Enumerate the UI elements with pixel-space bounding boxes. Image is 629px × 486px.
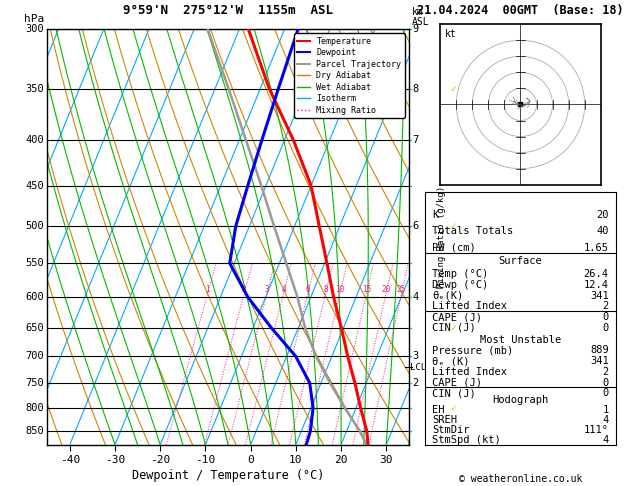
- Text: 21.04.2024  00GMT  (Base: 18): 21.04.2024 00GMT (Base: 18): [417, 4, 624, 17]
- Text: 9: 9: [412, 24, 418, 34]
- Text: Most Unstable: Most Unstable: [480, 335, 561, 345]
- Text: K: K: [432, 210, 438, 220]
- Text: ✓: ✓: [450, 84, 456, 94]
- Text: 700: 700: [25, 351, 44, 361]
- Text: EH: EH: [432, 405, 445, 415]
- Text: km
ASL: km ASL: [412, 7, 430, 27]
- Text: 20: 20: [596, 210, 609, 220]
- Text: 2: 2: [603, 301, 609, 311]
- Text: Lifted Index: Lifted Index: [432, 367, 507, 377]
- Text: 12.4: 12.4: [584, 280, 609, 290]
- Text: 341: 341: [590, 356, 609, 366]
- Text: Hodograph: Hodograph: [493, 395, 548, 405]
- Text: 4: 4: [603, 415, 609, 425]
- Text: Totals Totals: Totals Totals: [432, 226, 513, 236]
- Text: ✓: ✓: [450, 222, 456, 231]
- Text: PW (cm): PW (cm): [432, 243, 476, 253]
- Text: Surface: Surface: [499, 257, 542, 266]
- Legend: Temperature, Dewpoint, Parcel Trajectory, Dry Adiabat, Wet Adiabat, Isotherm, Mi: Temperature, Dewpoint, Parcel Trajectory…: [294, 34, 404, 118]
- Text: 450: 450: [25, 181, 44, 191]
- Text: 111°: 111°: [584, 425, 609, 435]
- Text: Dewp (°C): Dewp (°C): [432, 280, 489, 290]
- Text: ✓: ✓: [450, 323, 456, 333]
- Text: 4: 4: [603, 435, 609, 445]
- Text: 6: 6: [412, 222, 418, 231]
- Text: 4: 4: [412, 292, 418, 302]
- Text: 0: 0: [603, 378, 609, 388]
- Text: 3: 3: [412, 351, 418, 361]
- Text: 2: 2: [603, 367, 609, 377]
- Text: 889: 889: [590, 346, 609, 355]
- Text: 350: 350: [25, 84, 44, 94]
- Text: 400: 400: [25, 135, 44, 145]
- Text: θₑ (K): θₑ (K): [432, 356, 470, 366]
- Text: ✓: ✓: [450, 403, 456, 413]
- Text: CAPE (J): CAPE (J): [432, 312, 482, 322]
- Text: 500: 500: [25, 222, 44, 231]
- Text: 0: 0: [603, 388, 609, 399]
- Text: LCL: LCL: [410, 363, 426, 372]
- Text: 26.4: 26.4: [584, 269, 609, 279]
- Text: 2: 2: [242, 285, 247, 294]
- Text: 300: 300: [25, 24, 44, 34]
- Text: CAPE (J): CAPE (J): [432, 378, 482, 388]
- Text: 40: 40: [596, 226, 609, 236]
- Text: 0: 0: [603, 312, 609, 322]
- Text: 3: 3: [265, 285, 269, 294]
- Text: 341: 341: [590, 291, 609, 300]
- Text: CIN (J): CIN (J): [432, 388, 476, 399]
- Text: 1: 1: [205, 285, 210, 294]
- Text: Pressure (mb): Pressure (mb): [432, 346, 513, 355]
- Text: 0: 0: [603, 323, 609, 333]
- Text: 850: 850: [25, 426, 44, 436]
- X-axis label: Dewpoint / Temperature (°C): Dewpoint / Temperature (°C): [132, 469, 324, 482]
- Text: CIN (J): CIN (J): [432, 323, 476, 333]
- Text: kt: kt: [445, 29, 457, 39]
- Text: 7: 7: [412, 135, 418, 145]
- Text: 15: 15: [362, 285, 371, 294]
- Text: 1.65: 1.65: [584, 243, 609, 253]
- Text: 800: 800: [25, 403, 44, 413]
- Text: 9°59'N  275°12'W  1155m  ASL: 9°59'N 275°12'W 1155m ASL: [123, 4, 333, 17]
- Text: 750: 750: [25, 378, 44, 388]
- Text: StmDir: StmDir: [432, 425, 470, 435]
- Text: 8: 8: [412, 84, 418, 94]
- Text: 4: 4: [281, 285, 286, 294]
- Text: 1: 1: [603, 405, 609, 415]
- Text: 25: 25: [397, 285, 406, 294]
- Text: StmSpd (kt): StmSpd (kt): [432, 435, 501, 445]
- Text: 10: 10: [335, 285, 345, 294]
- Text: 20: 20: [381, 285, 391, 294]
- Text: 6: 6: [306, 285, 310, 294]
- Text: 8: 8: [323, 285, 328, 294]
- Text: 550: 550: [25, 258, 44, 268]
- Text: © weatheronline.co.uk: © weatheronline.co.uk: [459, 473, 582, 484]
- Text: 2: 2: [412, 378, 418, 388]
- Text: Mixing Ratio (g/kg): Mixing Ratio (g/kg): [437, 186, 446, 288]
- Text: Lifted Index: Lifted Index: [432, 301, 507, 311]
- Text: θₑ(K): θₑ(K): [432, 291, 464, 300]
- Text: Temp (°C): Temp (°C): [432, 269, 489, 279]
- Text: hPa: hPa: [24, 14, 44, 24]
- Text: SREH: SREH: [432, 415, 457, 425]
- Text: 600: 600: [25, 292, 44, 302]
- Text: 650: 650: [25, 323, 44, 333]
